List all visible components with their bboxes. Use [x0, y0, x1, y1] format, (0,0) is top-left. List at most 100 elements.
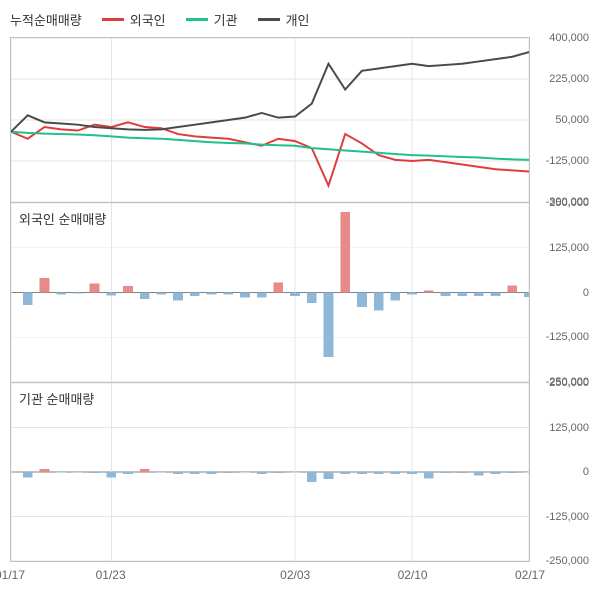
legend-swatch-individual: [258, 18, 280, 21]
bar: [340, 212, 350, 293]
bar: [441, 293, 451, 297]
bar: [173, 293, 183, 301]
bar: [223, 472, 233, 473]
bar: [407, 472, 417, 474]
panel-title-institution: 기관 순매매량: [19, 389, 94, 408]
legend-item-individual: 개인: [258, 10, 310, 29]
bar: [157, 472, 167, 473]
bar: [56, 293, 66, 295]
chart-container: 누적순매매량 외국인 기관 개인 -300,000-125,00050,0002…: [0, 0, 600, 604]
bar: [457, 293, 467, 297]
bar: [123, 472, 133, 474]
bar: [491, 472, 501, 474]
bar: [307, 293, 317, 304]
legend-item-institution: 기관: [186, 10, 238, 29]
plot-foreigner: [11, 203, 529, 382]
y-tick: -250,000: [546, 555, 589, 567]
bar: [390, 293, 400, 301]
y-tick: 225,000: [549, 73, 589, 85]
bar: [273, 282, 283, 292]
x-tick: 01/17: [0, 568, 25, 582]
bar: [290, 472, 300, 473]
y-tick: 250,000: [549, 377, 589, 389]
bar: [424, 472, 434, 478]
bar: [56, 472, 66, 473]
x-tick: 02/10: [398, 568, 428, 582]
bar: [140, 293, 150, 299]
legend-item-foreigner: 외국인: [102, 10, 166, 29]
legend-label-institution: 기관: [214, 10, 238, 29]
bar: [23, 472, 33, 477]
series-foreigner: [11, 122, 529, 185]
y-tick: 250,000: [549, 197, 589, 209]
y-tick: 400,000: [549, 32, 589, 44]
bar: [190, 293, 200, 297]
bar: [474, 472, 484, 476]
bar: [257, 293, 267, 298]
bar: [73, 472, 83, 473]
bar: [40, 469, 50, 472]
bar: [90, 472, 100, 473]
bar: [441, 472, 451, 473]
chart-title: 누적순매매량: [10, 10, 82, 29]
bar: [240, 293, 250, 298]
bar: [173, 472, 183, 474]
y-tick: -125,000: [546, 331, 589, 343]
bar: [374, 472, 384, 474]
bar: [307, 472, 317, 482]
bar: [324, 293, 334, 357]
bar: [190, 472, 200, 474]
bar: [491, 293, 501, 297]
x-axis: 01/1701/2302/0302/1002/17: [10, 562, 530, 592]
bar: [273, 472, 283, 473]
bar: [524, 293, 529, 297]
y-tick: 125,000: [549, 422, 589, 434]
y-tick: 0: [583, 466, 589, 478]
bar: [40, 278, 50, 292]
bar: [73, 293, 83, 294]
y-tick: 125,000: [549, 242, 589, 254]
x-tick: 02/17: [515, 568, 545, 582]
bar: [407, 293, 417, 295]
bar: [374, 293, 384, 311]
bar: [340, 472, 350, 474]
bar: [223, 293, 233, 295]
bar: [157, 293, 167, 295]
bar: [390, 472, 400, 474]
panel-title-foreigner: 외국인 순매매량: [19, 209, 106, 228]
y-tick: 50,000: [555, 114, 589, 126]
bar: [207, 472, 217, 474]
legend-label-foreigner: 외국인: [130, 10, 166, 29]
bar: [457, 472, 467, 473]
legend-swatch-foreigner: [102, 18, 124, 21]
bar: [240, 472, 250, 473]
bar: [357, 293, 367, 307]
plot-cumulative: [11, 38, 529, 202]
bar: [257, 472, 267, 474]
bar: [474, 293, 484, 297]
bar: [524, 472, 529, 473]
y-tick: 0: [583, 287, 589, 299]
x-tick: 02/03: [280, 568, 310, 582]
bar: [357, 472, 367, 474]
bar: [507, 472, 517, 473]
y-tick: -125,000: [546, 155, 589, 167]
bar: [90, 284, 100, 293]
bar: [324, 472, 334, 479]
bar: [424, 290, 434, 292]
panel-cumulative: -300,000-125,00050,000225,000400,000: [10, 37, 530, 202]
bar: [207, 293, 217, 295]
bar: [106, 293, 116, 296]
panel-institution: 기관 순매매량-250,000-125,0000125,000250,000: [10, 382, 530, 562]
x-tick: 01/23: [96, 568, 126, 582]
y-tick: -125,000: [546, 511, 589, 523]
bar: [123, 286, 133, 292]
legend-label-individual: 개인: [286, 10, 310, 29]
bar: [106, 472, 116, 477]
series-institution: [11, 132, 529, 160]
bar: [140, 469, 150, 472]
legend-swatch-institution: [186, 18, 208, 21]
panels-wrapper: -300,000-125,00050,000225,000400,000 외국인 …: [0, 37, 600, 562]
bar: [290, 293, 300, 297]
bar: [23, 293, 33, 306]
